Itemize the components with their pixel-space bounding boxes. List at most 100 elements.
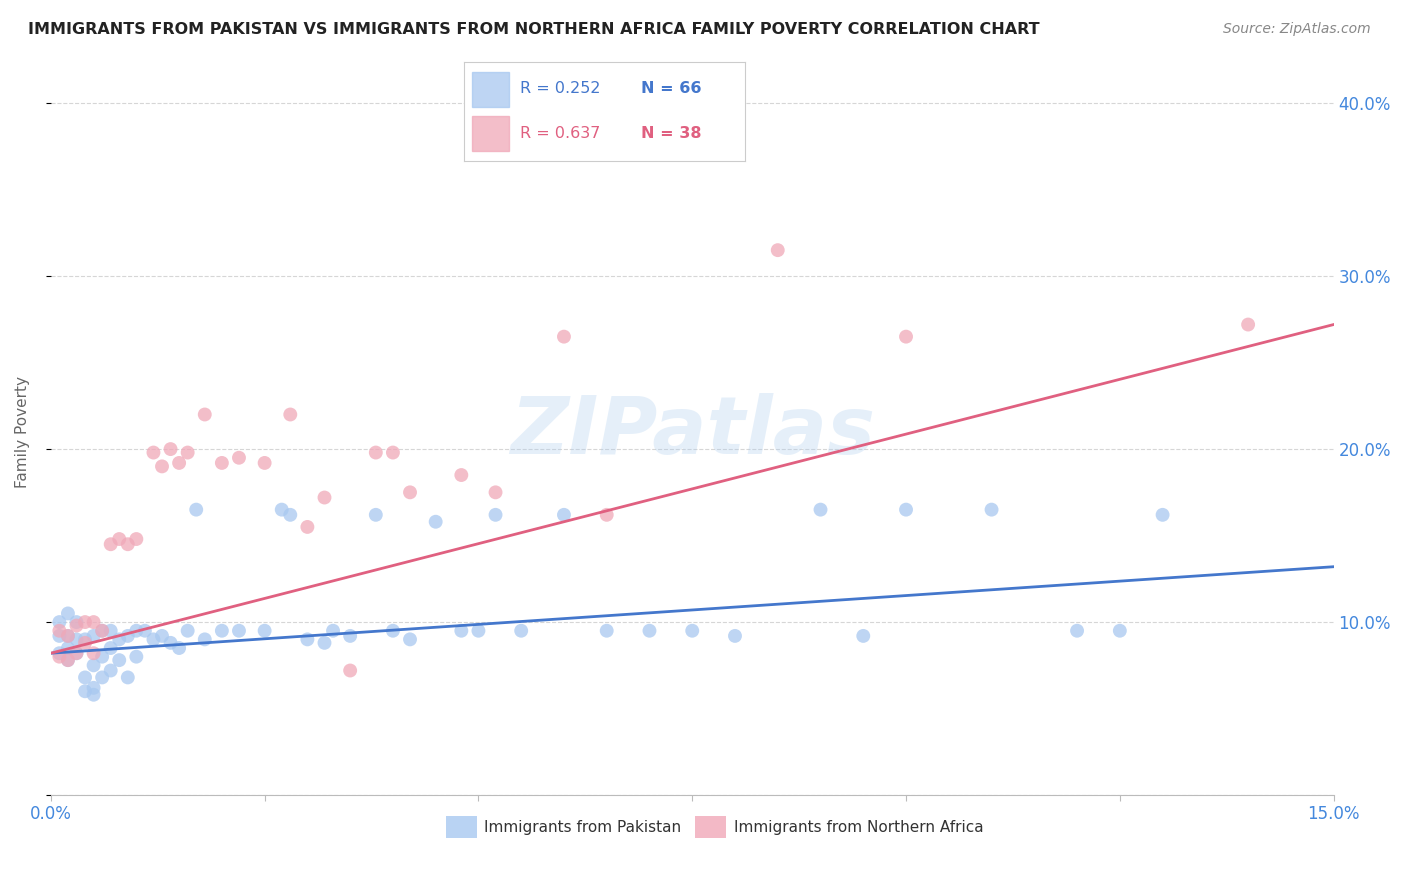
Point xyxy=(724,629,747,643)
Point xyxy=(1152,508,1174,522)
Point xyxy=(314,636,336,650)
Point xyxy=(65,618,87,632)
Point xyxy=(167,640,190,655)
Point xyxy=(596,508,619,522)
Point xyxy=(450,624,472,638)
Point xyxy=(73,670,96,684)
Point xyxy=(117,670,139,684)
Point xyxy=(176,624,198,638)
Point xyxy=(278,508,301,522)
Text: R = 0.252: R = 0.252 xyxy=(520,81,600,96)
Point xyxy=(48,629,70,643)
Point xyxy=(56,640,79,655)
Point xyxy=(450,468,472,483)
Point xyxy=(980,502,1002,516)
Point xyxy=(73,615,96,629)
Point xyxy=(73,636,96,650)
Point xyxy=(596,624,619,638)
Point xyxy=(65,646,87,660)
Point xyxy=(553,329,575,343)
Point xyxy=(56,653,79,667)
Point xyxy=(91,624,114,638)
Text: N = 38: N = 38 xyxy=(641,126,702,141)
Point xyxy=(134,624,156,638)
Point xyxy=(297,632,319,647)
Point xyxy=(91,670,114,684)
Y-axis label: Family Poverty: Family Poverty xyxy=(15,376,30,488)
Text: Immigrants from Pakistan: Immigrants from Pakistan xyxy=(484,820,682,835)
Point xyxy=(91,624,114,638)
Point xyxy=(253,456,276,470)
Point xyxy=(364,445,387,459)
Point xyxy=(100,664,122,678)
Text: ZIPatlas: ZIPatlas xyxy=(510,392,875,471)
Point xyxy=(142,445,165,459)
Point xyxy=(894,329,917,343)
Point xyxy=(1108,624,1130,638)
Point xyxy=(150,459,173,474)
Point xyxy=(73,684,96,698)
Point xyxy=(228,624,250,638)
Point xyxy=(125,649,148,664)
Point xyxy=(83,658,105,673)
Point xyxy=(83,681,105,695)
Point xyxy=(381,445,404,459)
Point xyxy=(211,624,233,638)
Point xyxy=(399,632,422,647)
Point xyxy=(56,629,79,643)
Text: R = 0.637: R = 0.637 xyxy=(520,126,600,141)
Point xyxy=(339,629,361,643)
Point xyxy=(48,615,70,629)
Text: Immigrants from Northern Africa: Immigrants from Northern Africa xyxy=(734,820,984,835)
Point xyxy=(142,632,165,647)
Point xyxy=(108,532,131,546)
Point xyxy=(117,537,139,551)
Point xyxy=(852,629,875,643)
Point xyxy=(56,607,79,621)
Point xyxy=(894,502,917,516)
Point xyxy=(125,532,148,546)
Point xyxy=(56,653,79,667)
Point xyxy=(484,508,506,522)
Point xyxy=(297,520,319,534)
Point xyxy=(48,646,70,660)
Point xyxy=(73,632,96,647)
Point xyxy=(167,456,190,470)
Point xyxy=(108,632,131,647)
Point xyxy=(117,629,139,643)
Point xyxy=(83,629,105,643)
Point xyxy=(467,624,489,638)
Point xyxy=(83,615,105,629)
Point xyxy=(65,646,87,660)
Point xyxy=(425,515,447,529)
Point xyxy=(108,653,131,667)
Point xyxy=(100,537,122,551)
Point xyxy=(278,408,301,422)
Point xyxy=(1066,624,1088,638)
Point xyxy=(510,624,533,638)
Text: Source: ZipAtlas.com: Source: ZipAtlas.com xyxy=(1223,22,1371,37)
Point xyxy=(1237,318,1260,332)
Point xyxy=(314,491,336,505)
Point xyxy=(100,640,122,655)
Point xyxy=(83,688,105,702)
Point xyxy=(638,624,661,638)
Bar xyxy=(472,72,509,107)
Point xyxy=(91,649,114,664)
Text: N = 66: N = 66 xyxy=(641,81,702,96)
Point xyxy=(186,502,208,516)
Point xyxy=(56,629,79,643)
Point xyxy=(159,636,181,650)
Point xyxy=(150,629,173,643)
Point xyxy=(65,615,87,629)
Point xyxy=(125,624,148,638)
Point xyxy=(322,624,344,638)
Text: IMMIGRANTS FROM PAKISTAN VS IMMIGRANTS FROM NORTHERN AFRICA FAMILY POVERTY CORRE: IMMIGRANTS FROM PAKISTAN VS IMMIGRANTS F… xyxy=(28,22,1040,37)
Point xyxy=(65,632,87,647)
Point xyxy=(681,624,703,638)
Point xyxy=(553,508,575,522)
Point xyxy=(810,502,832,516)
Point xyxy=(48,624,70,638)
Point xyxy=(176,445,198,459)
Point xyxy=(228,450,250,465)
